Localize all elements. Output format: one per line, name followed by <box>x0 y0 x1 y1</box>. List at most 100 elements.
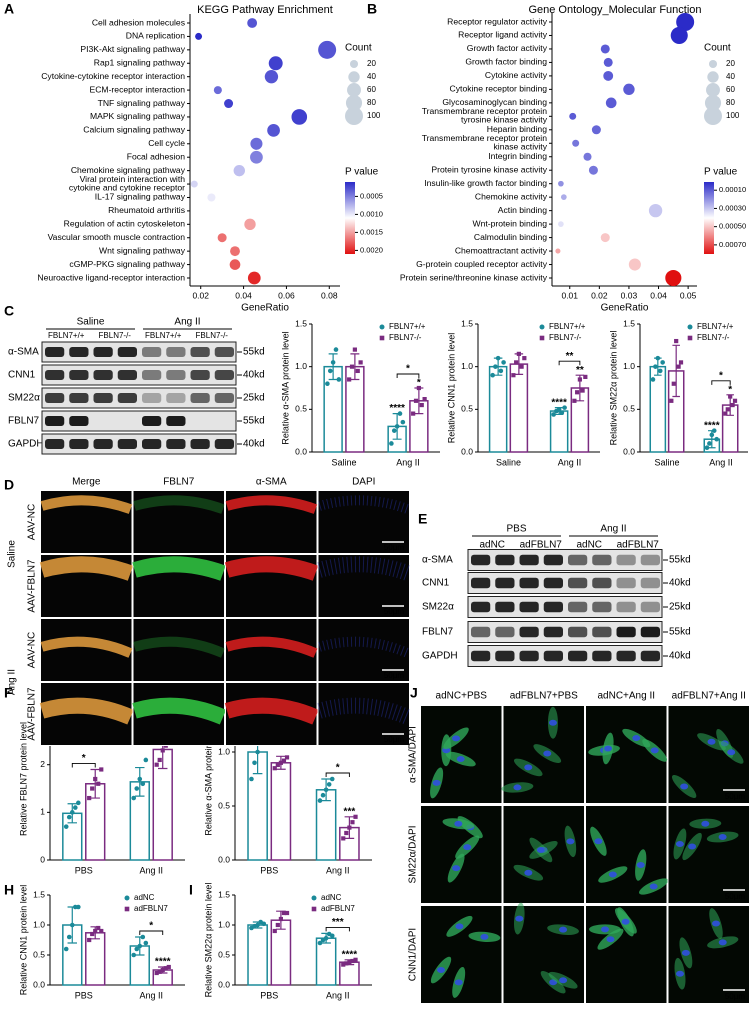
marker-label: 25kd <box>669 602 691 613</box>
nucleus <box>681 949 690 956</box>
blot-band <box>166 439 186 449</box>
lane-label: adFBLN7 <box>617 540 660 551</box>
text-line: cytokine and cytokine receptor <box>69 183 185 193</box>
panel-label: J <box>410 685 418 701</box>
nucleus <box>606 936 615 943</box>
data-point <box>347 825 352 830</box>
category-label: Protein serine/threonine kinase activity <box>400 272 548 282</box>
blot-band <box>640 626 660 638</box>
data-point <box>411 411 416 416</box>
nucleus <box>548 719 557 726</box>
x-tick-label: Saline <box>496 457 521 467</box>
row-label: AAV-FBLN7 <box>27 559 38 613</box>
legend-marker <box>311 895 317 901</box>
x-tick-label: 0.02 <box>192 290 209 300</box>
nucleus <box>604 745 613 752</box>
blot-band <box>519 650 539 662</box>
size-legend-marker <box>345 107 363 125</box>
data-point <box>514 360 519 365</box>
category-label: G-protein coupled receptor activity <box>416 259 548 269</box>
category-label: TNF signaling pathway <box>98 98 186 108</box>
data-point <box>660 360 665 365</box>
vessel-wall <box>318 495 410 514</box>
legend-label: adFBLN7 <box>134 904 168 913</box>
blot-band <box>93 439 113 449</box>
data-point <box>728 394 733 399</box>
bubble <box>267 124 280 137</box>
blot-band <box>117 347 137 357</box>
protein-label: FBLN7 <box>8 416 40 427</box>
micrograph <box>317 490 410 554</box>
data-point <box>493 364 498 369</box>
y-tick-label: 1.5 <box>623 318 635 328</box>
panel-label: B <box>367 1 377 17</box>
size-legend-label: 20 <box>726 59 735 68</box>
bubble <box>583 152 592 161</box>
group-label: Ang II <box>600 524 626 535</box>
blot-band <box>568 650 588 662</box>
blot-band <box>69 416 89 426</box>
x-tick-label: PBS <box>260 990 278 1000</box>
blot-band <box>214 370 234 380</box>
data-point <box>329 933 335 939</box>
data-point <box>93 928 98 934</box>
bubble <box>665 269 682 287</box>
colorbar-label: 0.00070 <box>719 240 746 249</box>
blot-band <box>640 650 660 662</box>
legend-marker <box>124 906 130 912</box>
micrograph <box>132 618 225 682</box>
panel-label: D <box>4 477 14 493</box>
size-legend-marker <box>704 107 722 125</box>
data-point <box>349 364 355 369</box>
group-label: PBS <box>506 524 526 535</box>
blot-band <box>190 347 210 357</box>
data-point <box>704 445 710 451</box>
nucleus <box>524 869 533 876</box>
marker-label: 55kd <box>669 627 691 638</box>
blot-band <box>142 393 162 403</box>
size-legend-label: 80 <box>367 98 376 107</box>
vessel-wall <box>133 495 225 514</box>
blot-band <box>616 601 636 613</box>
bar <box>247 924 268 986</box>
lane-label: FBLN7+/+ <box>145 331 182 340</box>
nucleus <box>437 967 446 974</box>
vessel-wall <box>132 697 227 725</box>
data-point <box>275 762 280 768</box>
group-label: Saline <box>77 317 105 328</box>
bubble <box>603 57 613 67</box>
bubble <box>560 194 567 201</box>
comparison-bracket <box>139 930 164 935</box>
bubble <box>250 137 263 150</box>
blot-band <box>519 554 539 566</box>
data-point <box>76 800 81 806</box>
blot-band <box>592 554 612 566</box>
significance-mark: ** <box>576 365 584 376</box>
blot-band <box>495 577 515 589</box>
category-label: Viral protein interaction with cytokine a… <box>69 174 185 193</box>
data-point <box>99 767 104 772</box>
y-tick-label: 1.0 <box>218 919 230 929</box>
bubble <box>558 221 564 227</box>
data-point <box>134 786 140 791</box>
nucleus <box>632 735 641 742</box>
significance-mark: **** <box>704 420 720 431</box>
data-point <box>732 398 738 403</box>
category-label: PI3K-Akt signaling pathway <box>80 44 185 54</box>
blot-band <box>495 650 515 662</box>
blot-band <box>568 577 588 589</box>
colorbar <box>704 182 714 254</box>
legend-label: adNC <box>134 893 155 902</box>
blot-band <box>568 626 588 638</box>
data-point <box>341 962 346 967</box>
y-axis-label: Relative α-SMA protein level <box>280 331 290 444</box>
data-point <box>711 428 717 433</box>
colorbar-label: 0.00010 <box>719 185 746 194</box>
data-point <box>90 786 95 791</box>
data-point <box>725 407 730 412</box>
blot-strip <box>41 433 237 455</box>
nucleus <box>718 834 727 841</box>
protein-label: GAPDH <box>8 439 44 450</box>
bar <box>549 410 569 453</box>
nucleus <box>650 747 659 754</box>
